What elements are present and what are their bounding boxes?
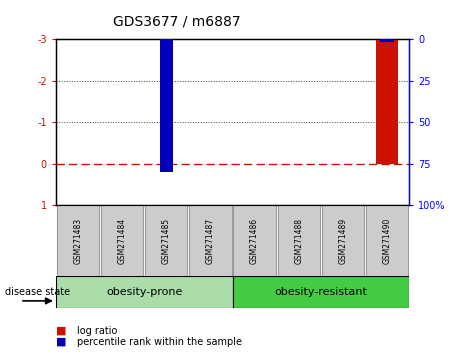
Bar (278, 205, 320, 276)
Bar (189, 205, 232, 276)
Bar (376, 35, 398, 164)
Bar (366, 205, 408, 276)
Text: ■: ■ (56, 337, 66, 347)
Bar (159, 39, 173, 172)
Bar (57, 205, 99, 276)
Bar (145, 205, 187, 276)
Text: GSM271483: GSM271483 (73, 218, 82, 264)
Text: GSM271488: GSM271488 (294, 218, 303, 264)
Text: percentile rank within the sample: percentile rank within the sample (77, 337, 242, 347)
Bar (322, 205, 364, 276)
Text: ■: ■ (56, 326, 66, 336)
Text: GSM271490: GSM271490 (383, 218, 392, 264)
Bar (232, 276, 409, 308)
Bar (56, 276, 232, 308)
Text: obesity-resistant: obesity-resistant (274, 287, 367, 297)
Bar (233, 205, 276, 276)
Text: GDS3677 / m6887: GDS3677 / m6887 (113, 14, 240, 28)
Bar (380, 39, 394, 42)
Text: obesity-prone: obesity-prone (106, 287, 182, 297)
Text: GSM271485: GSM271485 (162, 218, 171, 264)
Text: log ratio: log ratio (77, 326, 117, 336)
Text: GSM271487: GSM271487 (206, 218, 215, 264)
Bar (101, 205, 143, 276)
Text: GSM271489: GSM271489 (339, 218, 347, 264)
Text: GSM271484: GSM271484 (118, 218, 126, 264)
Text: GSM271486: GSM271486 (250, 218, 259, 264)
Text: disease state: disease state (5, 287, 70, 297)
